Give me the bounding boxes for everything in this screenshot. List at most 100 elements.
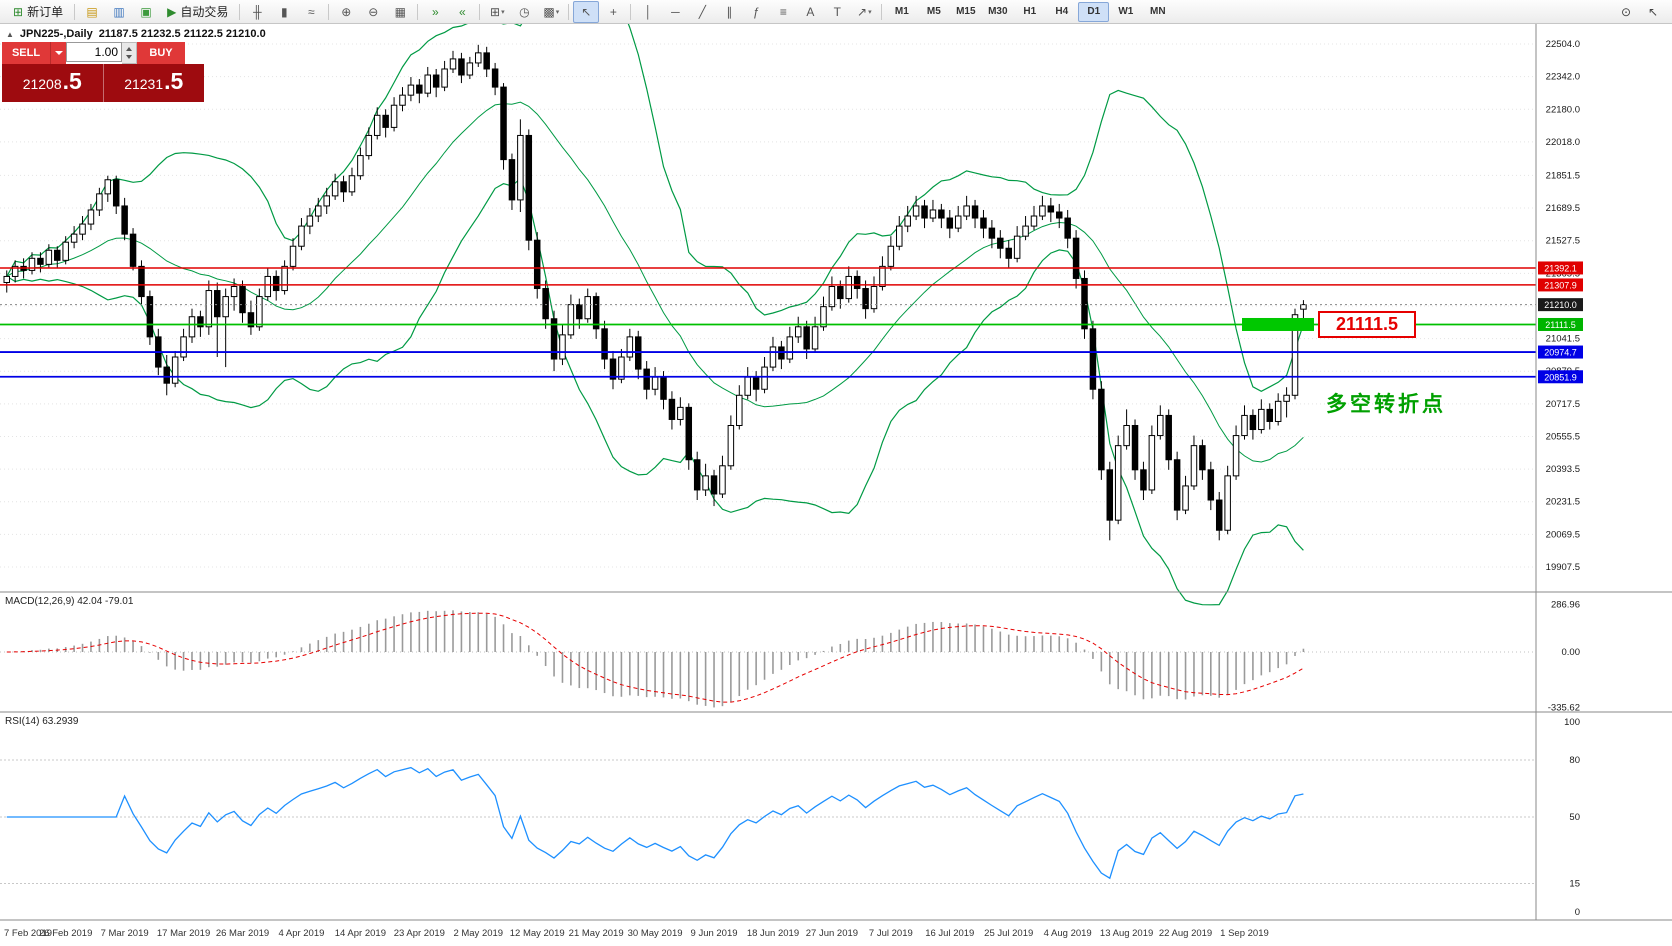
candle (1056, 203, 1063, 229)
new-chart-icon[interactable]: ⊞ ▾ (484, 1, 510, 23)
trendline-icon[interactable]: ╱ (689, 1, 715, 23)
crosshair-icon[interactable]: + (600, 1, 626, 23)
chart-window-icon-glyph: ▤ (86, 4, 98, 19)
date-label[interactable]: 16 Jul 2019 (925, 928, 974, 939)
date-label[interactable]: 1 Sep 2019 (1220, 928, 1269, 939)
bar-chart-icon[interactable]: ╫ (244, 1, 270, 23)
date-label[interactable]: 14 Apr 2019 (335, 928, 386, 939)
templates-icon[interactable]: ▩ ▾ (538, 1, 564, 23)
candle (1005, 240, 1012, 269)
timeframe-button-M5[interactable]: M5 (926, 6, 941, 17)
candle-body (289, 245, 297, 267)
date-label[interactable]: 25 Jul 2019 (984, 928, 1033, 939)
candle-body (87, 209, 95, 225)
macd-indicator-label: MACD(12,26,9) 42.04 -79.01 (5, 596, 134, 607)
candle (1173, 451, 1181, 521)
date-label[interactable]: 4 Apr 2019 (278, 928, 324, 939)
candle (1013, 226, 1021, 263)
candle (37, 252, 44, 273)
candle-body (769, 346, 777, 368)
candle-body (306, 215, 314, 227)
candle-body (1140, 469, 1147, 491)
tile-windows-icon[interactable]: ▦ (387, 1, 413, 23)
candle-body (837, 286, 844, 300)
date-label[interactable]: 26 Mar 2019 (216, 928, 269, 939)
candle-body (1064, 217, 1071, 239)
label-icon[interactable]: T (824, 1, 850, 23)
date-label[interactable]: 22 Aug 2019 (1159, 928, 1212, 939)
date-label[interactable]: 7 Feb 2019 (4, 928, 52, 939)
date-label[interactable]: 18 Jun 2019 (747, 928, 799, 939)
date-label[interactable]: 21 May 2019 (569, 928, 624, 939)
arrows-icon[interactable]: ↗ ▾ (851, 1, 877, 23)
date-label[interactable]: 13 Aug 2019 (1100, 928, 1153, 939)
date-label[interactable]: 9 Jun 2019 (691, 928, 738, 939)
profiles-icon[interactable]: ▥ (106, 1, 132, 23)
autotrade-button[interactable]: ▶ 自动交易 (160, 1, 235, 23)
date-label[interactable]: 4 Aug 2019 (1044, 928, 1092, 939)
line-chart-icon[interactable]: ≈ (298, 1, 324, 23)
date-label[interactable]: 27 Jun 2019 (806, 928, 858, 939)
magnifier-icon[interactable]: ⊙ (1620, 4, 1632, 19)
price-tag: 20974.7 (1538, 345, 1583, 359)
new-order-button[interactable]: ⊞ 新订单 (6, 1, 70, 23)
date-label[interactable]: 2 May 2019 (453, 928, 503, 939)
candle (1232, 425, 1240, 480)
candle (1072, 230, 1080, 289)
price-chart-svg[interactable]: 22504.0 22342.0 22180.0 22018.0 21851.5 21689… (0, 24, 1672, 946)
timeframe-button-MN[interactable]: MN (1150, 6, 1166, 17)
timeframe-button-H1[interactable]: H1 (1023, 6, 1037, 17)
timeframe-button-M30[interactable]: M30 (988, 6, 1008, 17)
candle-body (222, 296, 229, 318)
candle-body (323, 195, 330, 207)
date-label[interactable]: 7 Jul 2019 (869, 928, 913, 939)
candle (390, 97, 398, 132)
cursor-icon[interactable]: ↖ (573, 0, 600, 23)
channel-icon[interactable]: ∥ (716, 1, 742, 23)
date-label[interactable]: 12 May 2019 (510, 928, 565, 939)
buy-price[interactable]: 21231 .5 (102, 64, 205, 102)
chart-window-icon[interactable]: ▤ (79, 1, 105, 23)
auto-scroll-icon[interactable]: » (422, 1, 448, 23)
date-label[interactable]: 7 Mar 2019 (101, 928, 149, 939)
market-watch-icon[interactable]: ▣ (133, 1, 159, 23)
one-click-collapse-icon[interactable]: ▲ (6, 29, 14, 39)
candle-body (550, 318, 558, 360)
vertical-line-icon[interactable]: │ (635, 1, 661, 23)
sell-price-main: 21208 (22, 76, 62, 92)
candle-body (651, 376, 659, 390)
price-tag-label: 21111.5 (1545, 320, 1576, 330)
timeframe-button-M15[interactable]: M15 (956, 6, 976, 17)
sell-button[interactable]: SELL (2, 42, 50, 64)
volume-stepper[interactable] (122, 42, 137, 64)
timeframe-button-M1[interactable]: M1 (894, 6, 909, 17)
date-label[interactable]: 17 Mar 2019 (157, 928, 210, 939)
zoom-in-icon[interactable]: ⊕ (333, 1, 359, 23)
sell-price[interactable]: 21208 .5 (2, 64, 103, 102)
period-clock-icon[interactable]: ◷ (511, 1, 537, 23)
candle (500, 83, 507, 170)
price-tag: 21307.9 (1538, 278, 1583, 292)
timeframe-button-D1[interactable]: D1 (1078, 1, 1110, 22)
candle-body (710, 475, 718, 495)
price-axis-label: 22018.0 (1546, 137, 1580, 148)
timeframe-button-W1[interactable]: W1 (1118, 6, 1134, 17)
objects-icon[interactable]: ≡ (770, 1, 796, 23)
candle (373, 107, 381, 140)
volume-input[interactable] (66, 42, 122, 62)
pointer-icon[interactable]: ↖ (1647, 4, 1659, 19)
chart-shift-icon[interactable]: « (449, 1, 475, 23)
date-label[interactable]: 30 May 2019 (628, 928, 683, 939)
date-label[interactable]: 26 Feb 2019 (39, 928, 92, 939)
date-label[interactable]: 23 Apr 2019 (394, 928, 445, 939)
candlestick-chart-icon[interactable]: ▮ (271, 1, 297, 23)
candle (188, 308, 196, 343)
order-options-button[interactable] (50, 42, 66, 64)
zoom-out-icon[interactable]: ⊖ (360, 1, 386, 23)
buy-button[interactable]: BUY (137, 42, 185, 64)
horizontal-line-icon[interactable]: ─ (662, 1, 688, 23)
candle (677, 397, 684, 426)
text-icon[interactable]: A (797, 1, 823, 23)
timeframe-button-H4[interactable]: H4 (1055, 6, 1069, 17)
fibonacci-icon[interactable]: ƒ (743, 1, 769, 23)
